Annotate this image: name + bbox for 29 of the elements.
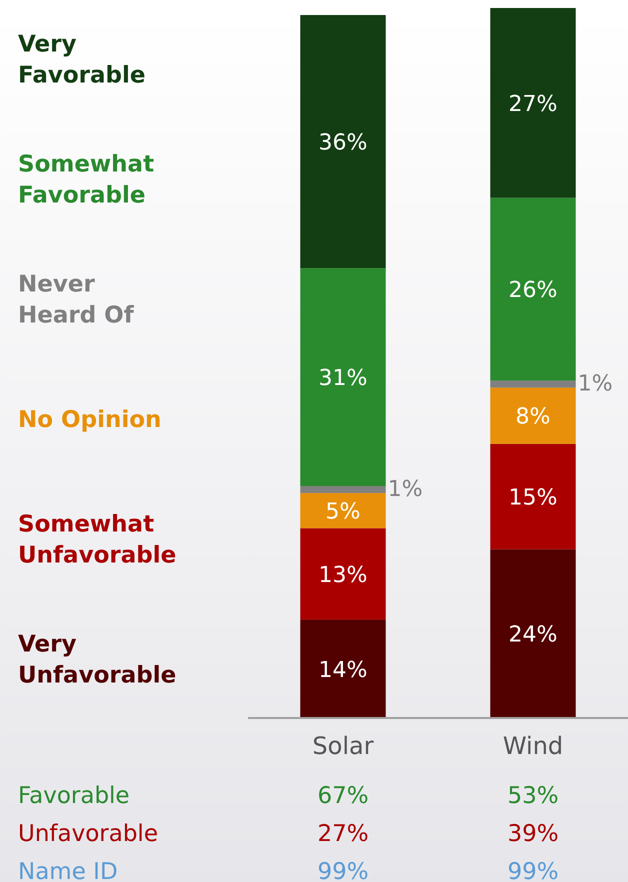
text: Somewhat Unfavorable — [18, 512, 176, 568]
text: 53% — [507, 783, 559, 809]
text: No Opinion — [18, 407, 162, 433]
data-label: 1% — [388, 477, 423, 502]
data-label: 31% — [318, 366, 368, 392]
text: 99% — [317, 859, 369, 882]
data-label: 26% — [508, 278, 558, 304]
data-label: 24% — [508, 622, 558, 648]
x-tick-label: Wind — [502, 732, 564, 760]
data-label: 13% — [318, 562, 368, 588]
data-label: 1% — [578, 372, 613, 397]
data-label: 36% — [318, 130, 368, 156]
text: Very Unfavorable — [18, 632, 176, 688]
text: 27% — [317, 821, 369, 847]
text: Very Favorable — [18, 32, 146, 88]
text: 99% — [507, 859, 559, 882]
data-label: 15% — [508, 486, 558, 511]
data-label: 5% — [326, 500, 360, 525]
text: Name ID — [18, 859, 118, 882]
text: 39% — [507, 821, 559, 847]
text: Favorable — [18, 783, 130, 809]
data-label: 14% — [318, 658, 368, 683]
text: Never Heard Of — [18, 272, 135, 328]
text: Unfavorable — [18, 821, 158, 847]
data-label: 27% — [508, 92, 558, 117]
text: Somewhat Favorable — [18, 152, 154, 208]
text: 67% — [317, 783, 369, 809]
x-tick-label: Solar — [312, 732, 374, 760]
data-label: 8% — [516, 404, 550, 430]
